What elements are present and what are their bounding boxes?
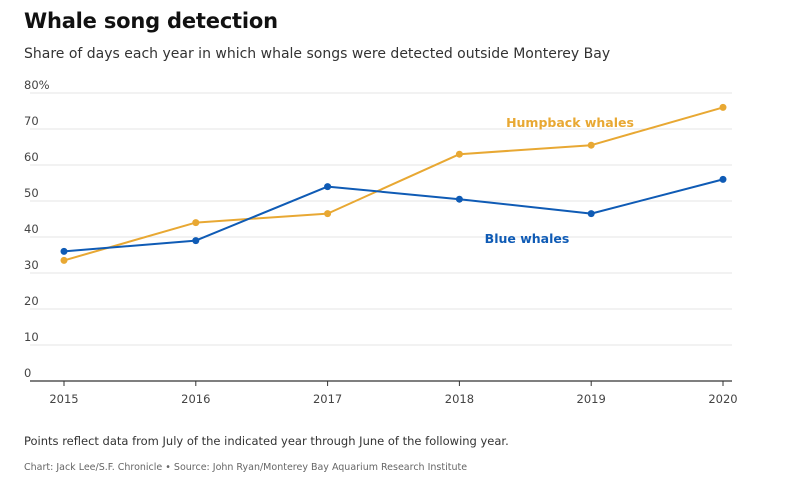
y-tick-label: 40 (24, 222, 39, 236)
data-point (60, 247, 68, 255)
x-tick-label: 2015 (49, 392, 78, 406)
x-tick-label: 2020 (708, 392, 737, 406)
y-tick-label: 80% (24, 78, 50, 92)
data-point (455, 195, 463, 203)
chart-title: Whale song detection (24, 9, 278, 33)
y-tick-label: 30 (24, 258, 39, 272)
grid-lines (30, 92, 732, 382)
x-tick-label: 2019 (577, 392, 606, 406)
y-tick-labels: 0 10 20 30 40 50 60 70 80% (24, 78, 50, 380)
data-point (587, 141, 595, 149)
x-tick-labels: 2015 2016 2017 2018 2019 2020 (49, 381, 738, 406)
y-tick-label: 50 (24, 186, 39, 200)
x-tick-label: 2018 (445, 392, 474, 406)
data-point (192, 219, 200, 227)
chart-note: Points reflect data from July of the ind… (24, 434, 509, 448)
data-point (192, 237, 200, 245)
series-label: Humpback whales (506, 115, 634, 130)
series-line (63, 178, 724, 253)
x-tick-label: 2016 (181, 392, 210, 406)
y-tick-label: 60 (24, 150, 39, 164)
series-lines (60, 103, 727, 264)
data-point (324, 210, 332, 218)
series-labels: Humpback whales Blue whales (485, 115, 634, 246)
series-line (63, 106, 724, 262)
y-tick-label: 0 (24, 366, 31, 380)
chart-credit: Chart: Jack Lee/S.F. Chronicle • Source:… (24, 462, 468, 473)
data-point (60, 256, 68, 264)
y-tick-label: 70 (24, 114, 39, 128)
data-point (719, 175, 727, 183)
y-tick-label: 10 (24, 330, 39, 344)
x-tick-label: 2017 (313, 392, 342, 406)
data-point (719, 103, 727, 111)
series-label: Blue whales (485, 231, 570, 246)
data-point (324, 183, 332, 191)
chart-subtitle: Share of days each year in which whale s… (24, 46, 611, 62)
data-point (587, 210, 595, 218)
y-tick-label: 20 (24, 294, 39, 308)
data-point (455, 150, 463, 158)
